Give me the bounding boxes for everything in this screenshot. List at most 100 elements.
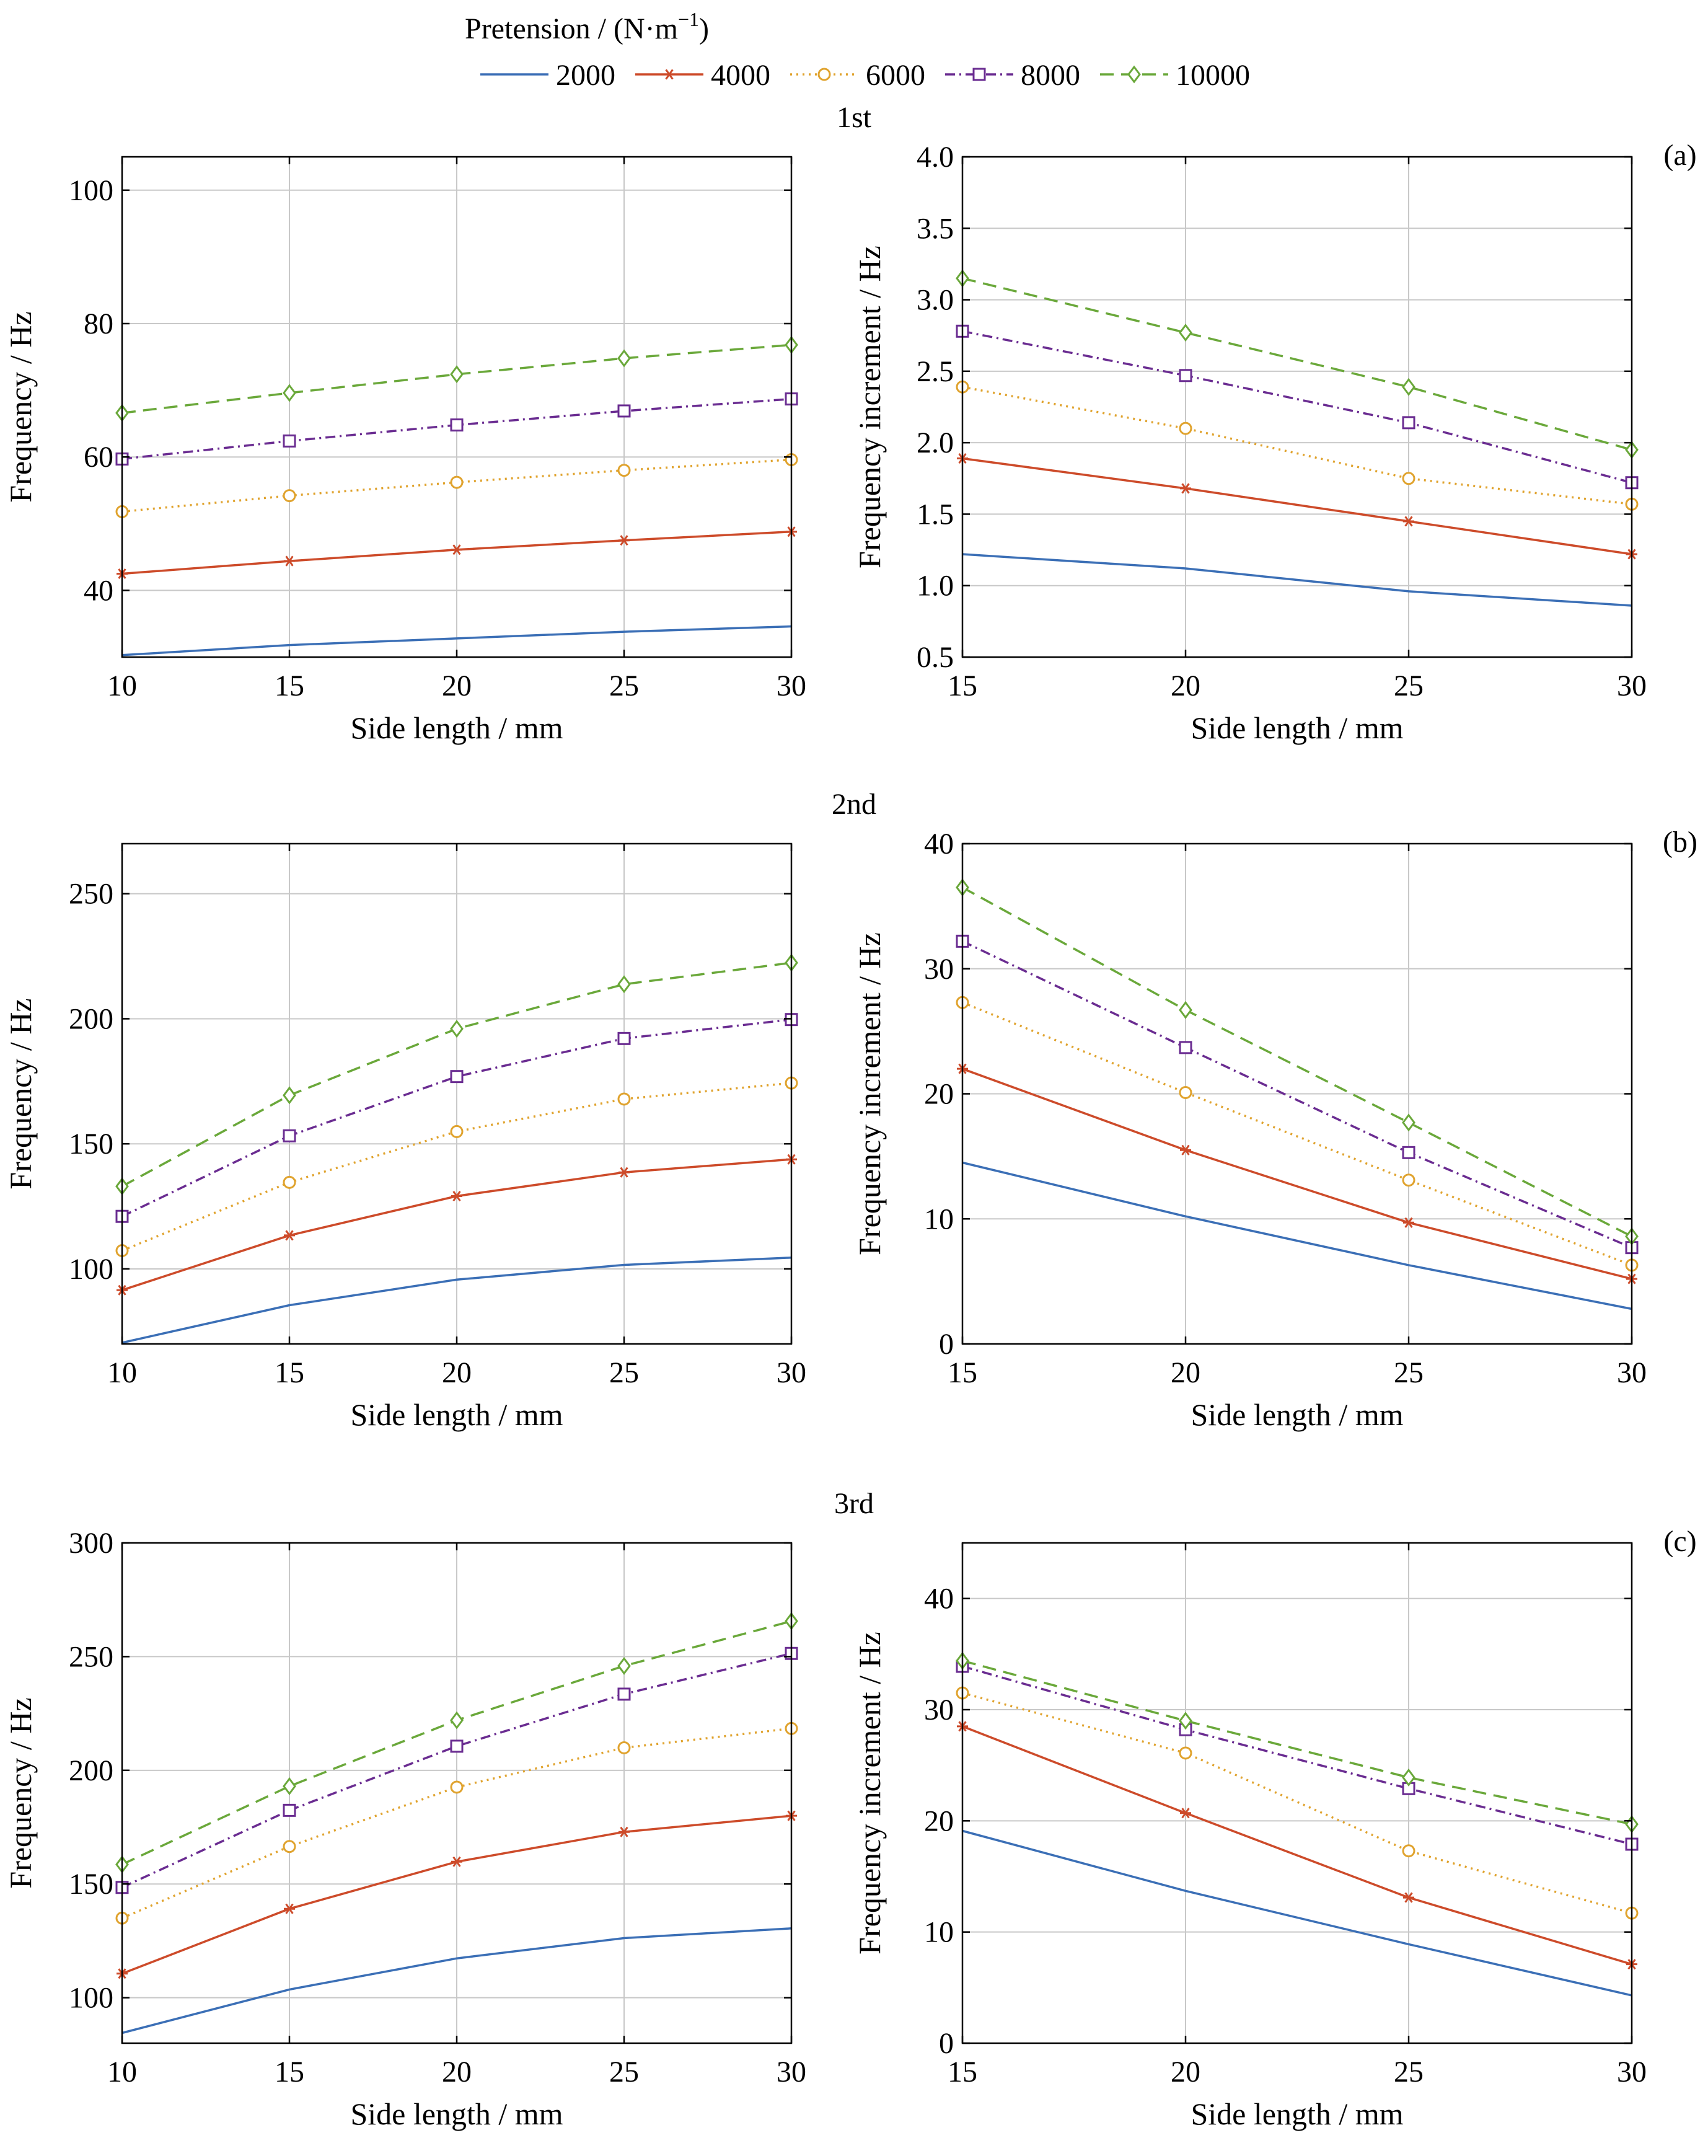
data-point-6000 <box>1179 1085 1192 1099</box>
plot-area <box>962 1543 1632 2043</box>
series-6000 <box>115 453 798 518</box>
series-10000 <box>956 878 1639 1245</box>
data-point-10000 <box>617 1656 631 1675</box>
axes-frame <box>961 156 1633 658</box>
series-line-8000 <box>962 1665 1632 1845</box>
y-tick-label: 200 <box>69 1754 113 1787</box>
data-point-4000 <box>451 1856 462 1867</box>
data-point-6000 <box>617 1092 631 1106</box>
y-tick-label: 100 <box>69 174 113 207</box>
y-tick-label: 4.0 <box>917 141 954 174</box>
y-tick-label: 10 <box>924 1916 954 1949</box>
series-line-4000 <box>962 457 1632 555</box>
legend-title-close: ) <box>699 12 709 45</box>
y-axis-title: Frequency increment / Hz <box>852 1632 887 1955</box>
data-point-8000 <box>1402 416 1415 430</box>
data-point-4000 <box>618 1826 630 1837</box>
y-tick-label: 150 <box>69 1868 113 1901</box>
legend-item-6000: 6000 <box>790 59 925 92</box>
series-8000 <box>115 392 798 466</box>
x-tick-label: 30 <box>777 2056 806 2088</box>
series-line-10000 <box>962 277 1632 451</box>
y-tick-label: 0 <box>939 2027 954 2060</box>
x-tick-label: 20 <box>442 1356 472 1389</box>
data-point-10000 <box>1179 1712 1192 1730</box>
y-tick-label: 40 <box>84 574 113 607</box>
x-tick-label: 25 <box>609 2056 639 2088</box>
series-line-10000 <box>121 343 792 414</box>
panel-label: (c) <box>1663 1525 1696 1558</box>
data-point-6000 <box>1402 472 1415 485</box>
series-line-2000 <box>121 1257 792 1344</box>
data-point-6000 <box>1179 422 1192 435</box>
legend-items: 2000 4000 6000 8000 10000 <box>480 59 1250 92</box>
data-point-4000 <box>1180 1144 1191 1155</box>
data-point-8000 <box>283 434 296 448</box>
x-tick-label: 15 <box>948 669 977 702</box>
x-tick-label: 30 <box>1617 1356 1647 1389</box>
data-point-6000 <box>1179 1746 1192 1760</box>
y-tick-label: 30 <box>924 953 954 986</box>
panel-label: (a) <box>1663 139 1696 172</box>
x-axis-title: Side length / mm <box>350 710 563 745</box>
y-tick-label: 250 <box>69 878 113 911</box>
series-line-2000 <box>962 1161 1632 1310</box>
series-2000 <box>121 625 792 656</box>
series-4000 <box>957 1063 1637 1284</box>
y-tick-label: 3.0 <box>917 284 954 317</box>
x-tick-label: 25 <box>1394 1356 1424 1389</box>
chart-panel-4: 15 20 25 30 0 10 20 30 40 Side length / mm Frequen… <box>852 826 1697 1432</box>
series-line-10000 <box>962 1659 1632 1826</box>
data-point-8000 <box>450 1739 464 1753</box>
data-point-8000 <box>1179 369 1192 382</box>
legend-label-8000: 8000 <box>1021 59 1080 92</box>
chart-panel-3: 10 15 20 25 30 100 150 200 250 Side length / mm Fr… <box>3 788 876 1432</box>
data-point-8000 <box>450 418 464 432</box>
series-6000 <box>115 1721 798 1925</box>
x-axis-title: Side length / mm <box>350 1397 563 1432</box>
data-point-10000 <box>283 1777 296 1795</box>
series-2000 <box>121 1927 792 2035</box>
y-tick-label: 20 <box>924 1805 954 1837</box>
x-tick-label: 30 <box>1617 669 1647 702</box>
series-line-2000 <box>962 553 1632 607</box>
data-point-4000 <box>284 1903 295 1914</box>
data-point-4000 <box>451 1191 462 1202</box>
y-tick-label: 80 <box>84 307 113 340</box>
y-axis-title: Frequency / Hz <box>3 1697 38 1888</box>
x-tick-label: 25 <box>1394 669 1424 702</box>
y-tick-label: 100 <box>69 1253 113 1286</box>
data-point-6000 <box>450 1124 464 1138</box>
y-tick-label: 100 <box>69 1982 113 2015</box>
data-point-4000 <box>1180 483 1191 494</box>
data-point-8000 <box>1179 1041 1192 1054</box>
legend-item-2000: 2000 <box>480 59 615 92</box>
y-tick-label: 0 <box>939 1328 954 1361</box>
series-2000 <box>962 1161 1632 1310</box>
x-tick-label: 15 <box>275 2056 304 2088</box>
data-point-8000 <box>450 1070 464 1084</box>
y-tick-label: 150 <box>69 1128 113 1160</box>
y-tick-label: 3.5 <box>917 212 954 245</box>
data-point-8000 <box>617 1687 631 1701</box>
series-2000 <box>962 553 1632 607</box>
data-point-8000 <box>617 404 631 418</box>
plot-area <box>962 157 1632 657</box>
x-tick-label: 15 <box>948 2056 977 2088</box>
data-point-10000 <box>450 365 464 384</box>
legend-item-4000: 4000 <box>635 59 770 92</box>
x-tick-label: 20 <box>1171 2056 1200 2088</box>
series-line-8000 <box>962 330 1632 484</box>
x-axis-title: Side length / mm <box>1191 710 1403 745</box>
x-tick-label: 15 <box>275 1356 304 1389</box>
series-10000 <box>115 335 798 422</box>
y-axis-title: Frequency increment / Hz <box>852 245 887 568</box>
data-point-6000 <box>617 464 631 477</box>
series-line-2000 <box>962 1829 1632 1997</box>
y-axis-title: Frequency / Hz <box>3 311 38 502</box>
series-line-4000 <box>962 1067 1632 1280</box>
chart-panel-6: 15 20 25 30 0 10 20 30 40 Side length / mm Frequen… <box>852 1525 1697 2131</box>
data-point-10000 <box>1402 1113 1415 1132</box>
x-tick-label: 20 <box>1171 1356 1200 1389</box>
